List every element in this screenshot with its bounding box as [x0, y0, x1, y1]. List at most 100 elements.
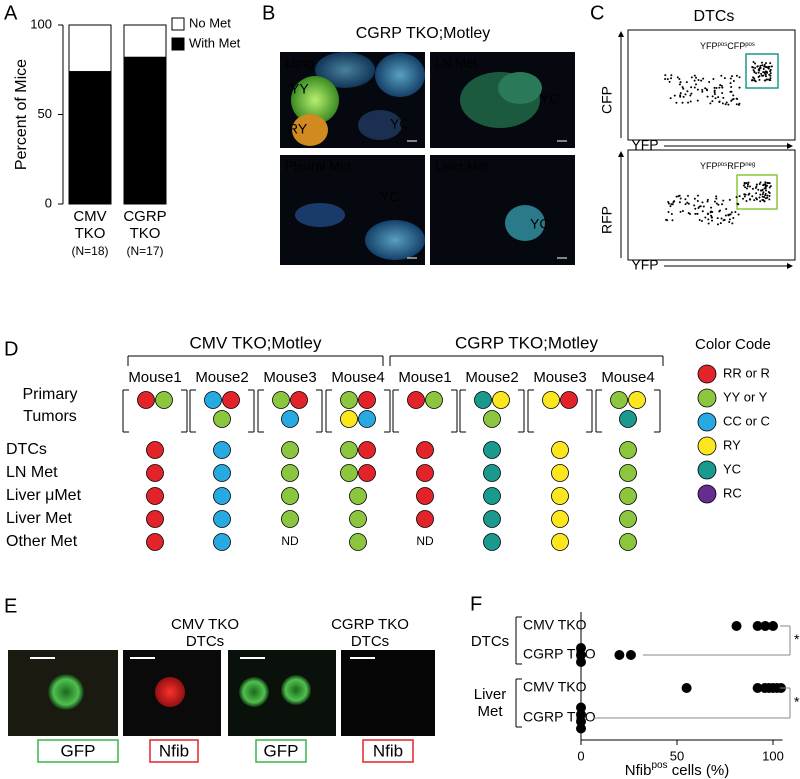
plot-frame	[627, 29, 796, 141]
event-dot	[713, 86, 716, 89]
panel-label: A	[4, 2, 18, 24]
event-dot	[697, 78, 700, 81]
event-dot	[758, 75, 761, 78]
tumor-circle	[146, 533, 164, 551]
event-dot	[706, 200, 709, 203]
event-dot	[701, 90, 704, 93]
event-dot	[763, 79, 766, 82]
event-dot	[732, 79, 735, 82]
gate	[745, 53, 779, 89]
event-dot	[700, 220, 703, 223]
tumor-circle	[483, 510, 501, 528]
stain-label-box	[37, 739, 119, 763]
event-dot	[719, 222, 722, 225]
tumor-circle	[358, 391, 376, 409]
event-dot	[722, 199, 725, 202]
image-mark: RY	[288, 121, 308, 137]
event-dot	[678, 78, 681, 81]
event-dot	[670, 74, 673, 77]
event-dot	[749, 185, 752, 188]
event-dot	[743, 195, 746, 198]
event-dot	[758, 196, 761, 199]
data-dot	[731, 621, 742, 631]
event-dot	[676, 76, 679, 79]
data-dot	[752, 683, 763, 693]
event-dot	[745, 187, 748, 190]
event-dot	[666, 78, 669, 81]
data-dot	[625, 650, 636, 660]
data-dot	[614, 650, 625, 660]
panel-label: B	[262, 2, 275, 24]
event-dot	[686, 194, 689, 197]
event-dot	[667, 202, 670, 205]
tumor-circle	[281, 464, 299, 482]
event-dot	[728, 220, 731, 223]
event-dot	[716, 223, 719, 226]
event-dot	[746, 183, 749, 186]
event-dot	[675, 101, 678, 104]
event-dot	[769, 77, 772, 80]
tumor-circle	[340, 441, 358, 459]
legend-swatch	[697, 364, 717, 384]
event-dot	[690, 76, 693, 79]
event-dot	[694, 207, 697, 210]
event-dot	[764, 184, 767, 187]
tumor-circle	[340, 391, 358, 409]
x-axis-label: Nfibpos cells (%)	[625, 760, 729, 779]
event-dot	[755, 192, 758, 195]
data-dot	[752, 621, 763, 631]
event-dot	[678, 83, 681, 86]
event-dot	[702, 205, 705, 208]
legend-label: RC	[723, 485, 742, 500]
event-dot	[713, 200, 716, 203]
event-dot	[769, 72, 772, 75]
tumor-circle	[483, 487, 501, 505]
event-dot	[719, 209, 722, 212]
tumor-circle	[542, 391, 560, 409]
event-dot	[738, 86, 741, 89]
y-tick-label: 100	[30, 16, 52, 31]
event-dot	[751, 187, 754, 190]
event-dot	[721, 203, 724, 206]
tumor-circle	[619, 510, 637, 528]
event-dot	[716, 217, 719, 220]
event-dot	[768, 186, 771, 189]
event-dot	[689, 100, 692, 103]
event-dot	[689, 213, 692, 216]
row-label: Liver Met	[6, 510, 72, 527]
event-dot	[752, 69, 755, 72]
event-dot	[737, 103, 740, 106]
tumor-circle	[222, 391, 240, 409]
event-dot	[710, 206, 713, 209]
y-tick-label: 50	[38, 106, 52, 121]
event-dot	[754, 186, 757, 189]
event-dot	[700, 79, 703, 82]
tumor-circle	[146, 487, 164, 505]
cell-images	[8, 650, 435, 736]
tumor-circle	[340, 410, 358, 428]
event-dot	[719, 84, 722, 87]
gate-label: YFPposRFPneg	[700, 161, 755, 171]
plot-frame	[627, 149, 796, 261]
gate-label-part: YFP	[700, 41, 718, 51]
image-label: Lung	[285, 55, 314, 70]
data-dot	[760, 621, 771, 631]
event-dot	[729, 77, 732, 80]
event-dot	[764, 187, 767, 190]
event-dot	[731, 222, 734, 225]
legend-label: YY or Y	[723, 389, 768, 404]
data-dot	[576, 709, 586, 720]
tumor-circle	[551, 533, 569, 551]
event-dot	[717, 203, 720, 206]
tumor-circle	[619, 441, 637, 459]
tumor-circle	[213, 487, 231, 505]
event-dot	[745, 199, 748, 202]
event-dot	[762, 71, 765, 74]
tumor-circle	[619, 464, 637, 482]
event-dot	[735, 196, 738, 199]
data-dot	[576, 723, 586, 734]
event-dot	[710, 214, 713, 217]
row-label: Liver μMet	[6, 487, 82, 504]
x-tick-label: CGRP TKO	[123, 208, 167, 242]
tumor-circle	[146, 441, 164, 459]
